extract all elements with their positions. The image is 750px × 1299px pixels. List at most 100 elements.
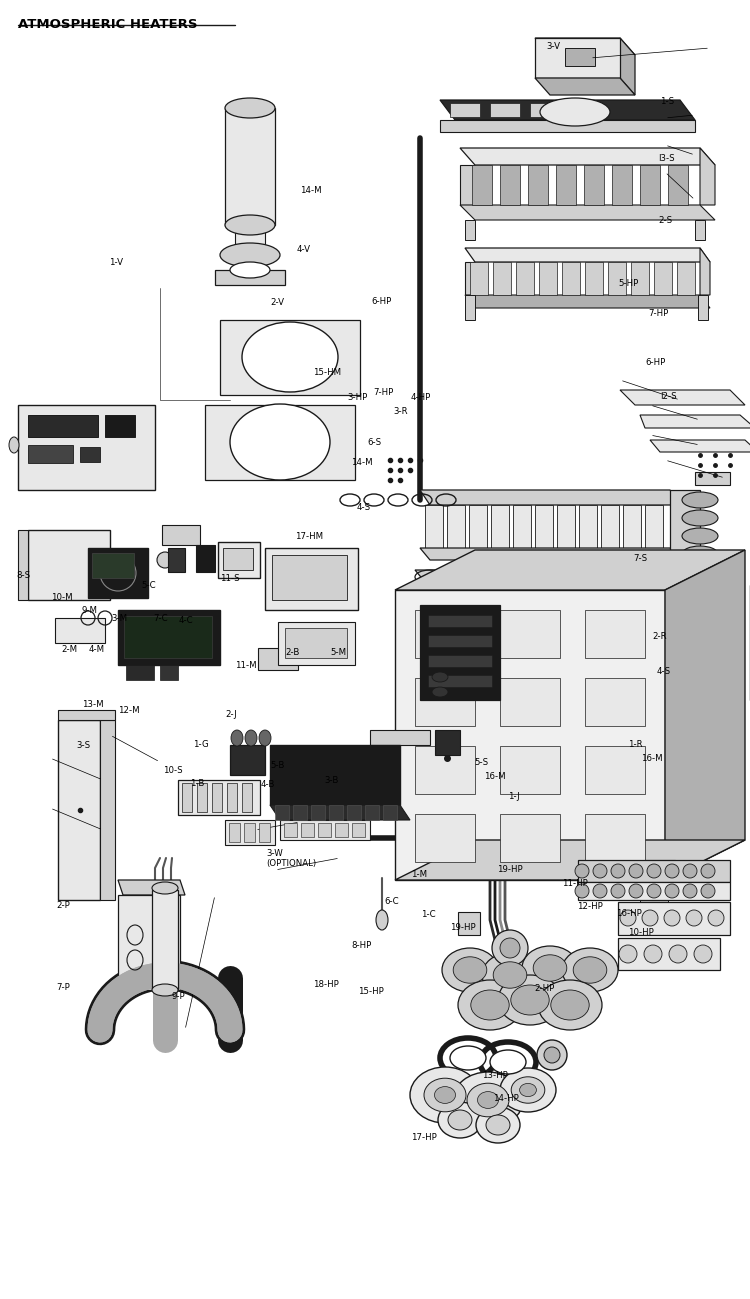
Text: 9-P: 9-P — [171, 992, 184, 1000]
Text: 11-M: 11-M — [235, 661, 256, 669]
Polygon shape — [490, 103, 520, 117]
Ellipse shape — [644, 944, 662, 963]
Text: 4-S: 4-S — [357, 504, 371, 512]
Polygon shape — [162, 525, 200, 546]
Ellipse shape — [511, 985, 549, 1015]
Ellipse shape — [611, 885, 625, 898]
Polygon shape — [80, 447, 100, 462]
Text: 3-S: 3-S — [76, 742, 91, 750]
Polygon shape — [557, 505, 575, 548]
Polygon shape — [556, 165, 576, 205]
Polygon shape — [235, 225, 265, 255]
Polygon shape — [218, 542, 260, 578]
Text: 3-W
(OPTIONAL): 3-W (OPTIONAL) — [266, 850, 316, 868]
Polygon shape — [118, 611, 220, 665]
Polygon shape — [196, 546, 215, 572]
Text: 2-R: 2-R — [652, 633, 668, 640]
Polygon shape — [440, 100, 695, 120]
Ellipse shape — [230, 262, 270, 278]
Polygon shape — [126, 665, 154, 679]
Ellipse shape — [486, 1115, 510, 1135]
Ellipse shape — [432, 687, 448, 698]
Polygon shape — [275, 805, 289, 820]
Polygon shape — [244, 824, 255, 842]
Text: 7-HP: 7-HP — [374, 388, 394, 396]
Text: 10-S: 10-S — [164, 766, 183, 774]
Ellipse shape — [242, 322, 338, 392]
Text: 9-M: 9-M — [81, 607, 97, 614]
Ellipse shape — [683, 885, 697, 898]
Text: 2-B: 2-B — [285, 648, 299, 656]
Polygon shape — [347, 805, 361, 820]
Text: 1-G: 1-G — [194, 740, 209, 748]
Polygon shape — [88, 548, 148, 598]
Ellipse shape — [682, 546, 718, 562]
Ellipse shape — [442, 948, 498, 992]
Text: 7-HP: 7-HP — [649, 309, 669, 317]
Text: 1-M: 1-M — [411, 870, 428, 878]
Ellipse shape — [544, 1047, 560, 1063]
Text: 16-M: 16-M — [641, 755, 663, 763]
Text: 4-V: 4-V — [296, 246, 310, 253]
Polygon shape — [535, 505, 553, 548]
Text: 5-HP: 5-HP — [619, 279, 639, 287]
Polygon shape — [420, 548, 680, 560]
Polygon shape — [440, 120, 695, 132]
Polygon shape — [493, 262, 511, 295]
Polygon shape — [335, 824, 348, 837]
Ellipse shape — [453, 1072, 523, 1128]
Ellipse shape — [665, 885, 679, 898]
Ellipse shape — [512, 1077, 544, 1103]
Polygon shape — [654, 262, 672, 295]
Polygon shape — [677, 262, 695, 295]
Text: 12-HP: 12-HP — [578, 903, 603, 911]
Polygon shape — [415, 570, 690, 582]
Ellipse shape — [225, 97, 275, 118]
Polygon shape — [668, 165, 688, 205]
Text: 1-R: 1-R — [628, 740, 643, 748]
Ellipse shape — [520, 1083, 536, 1096]
Polygon shape — [460, 165, 475, 205]
Ellipse shape — [467, 1083, 509, 1117]
Polygon shape — [530, 103, 560, 117]
Polygon shape — [18, 530, 28, 600]
Text: 3-V: 3-V — [546, 42, 560, 51]
Ellipse shape — [593, 885, 607, 898]
Polygon shape — [465, 248, 710, 262]
Polygon shape — [28, 530, 110, 600]
Ellipse shape — [231, 730, 243, 746]
Polygon shape — [584, 165, 604, 205]
Text: 6-HP: 6-HP — [371, 297, 392, 305]
Polygon shape — [420, 490, 680, 505]
Polygon shape — [352, 824, 365, 837]
Text: 15-HP: 15-HP — [358, 987, 384, 995]
Polygon shape — [465, 220, 475, 240]
Polygon shape — [491, 505, 509, 548]
Polygon shape — [618, 902, 730, 935]
Polygon shape — [293, 805, 307, 820]
Ellipse shape — [682, 511, 718, 526]
Polygon shape — [670, 490, 700, 560]
Polygon shape — [570, 103, 600, 117]
Ellipse shape — [410, 1066, 480, 1124]
Polygon shape — [585, 262, 603, 295]
Text: 14-HP: 14-HP — [494, 1095, 519, 1103]
Polygon shape — [318, 824, 331, 837]
Ellipse shape — [540, 97, 610, 126]
Polygon shape — [539, 262, 557, 295]
Ellipse shape — [629, 864, 643, 878]
Polygon shape — [578, 860, 730, 882]
Polygon shape — [500, 165, 520, 205]
Polygon shape — [270, 746, 400, 805]
Polygon shape — [205, 405, 355, 481]
Polygon shape — [585, 611, 645, 659]
Polygon shape — [500, 611, 560, 659]
Polygon shape — [585, 814, 645, 863]
Polygon shape — [229, 824, 240, 842]
Ellipse shape — [157, 552, 173, 568]
Text: I2-S: I2-S — [660, 392, 676, 400]
Polygon shape — [227, 783, 237, 812]
Text: 17-HM: 17-HM — [295, 533, 322, 540]
Polygon shape — [58, 720, 100, 900]
Polygon shape — [695, 220, 705, 240]
